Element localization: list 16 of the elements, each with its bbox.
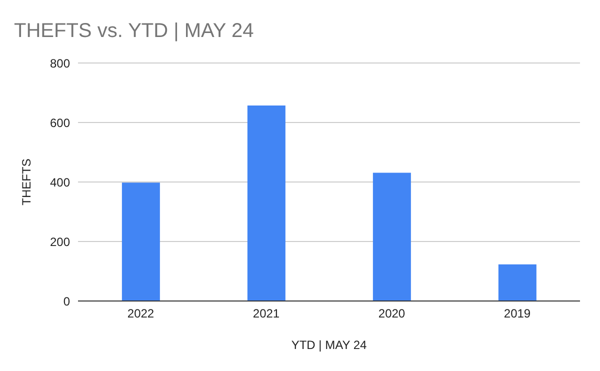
chart-title: THEFTS vs. YTD | MAY 24 (14, 20, 254, 43)
y-tick-label: 0 (63, 294, 70, 308)
x-tick-label: 2022 (127, 306, 154, 321)
y-axis-title: THEFTS (19, 158, 34, 206)
y-tick-label: 800 (50, 56, 70, 70)
y-tick-label: 600 (50, 116, 70, 130)
x-tick-label: 2020 (378, 306, 406, 321)
y-tick-label: 400 (50, 175, 70, 190)
x-tick-label: 2021 (252, 306, 280, 321)
bar (372, 172, 411, 301)
bar (498, 264, 536, 301)
bar (122, 182, 160, 301)
x-tick-label: 2019 (504, 306, 531, 321)
x-axis-title: YTD | MAY 24 (291, 338, 367, 352)
bar (247, 106, 286, 301)
y-tick-label: 200 (50, 234, 70, 249)
